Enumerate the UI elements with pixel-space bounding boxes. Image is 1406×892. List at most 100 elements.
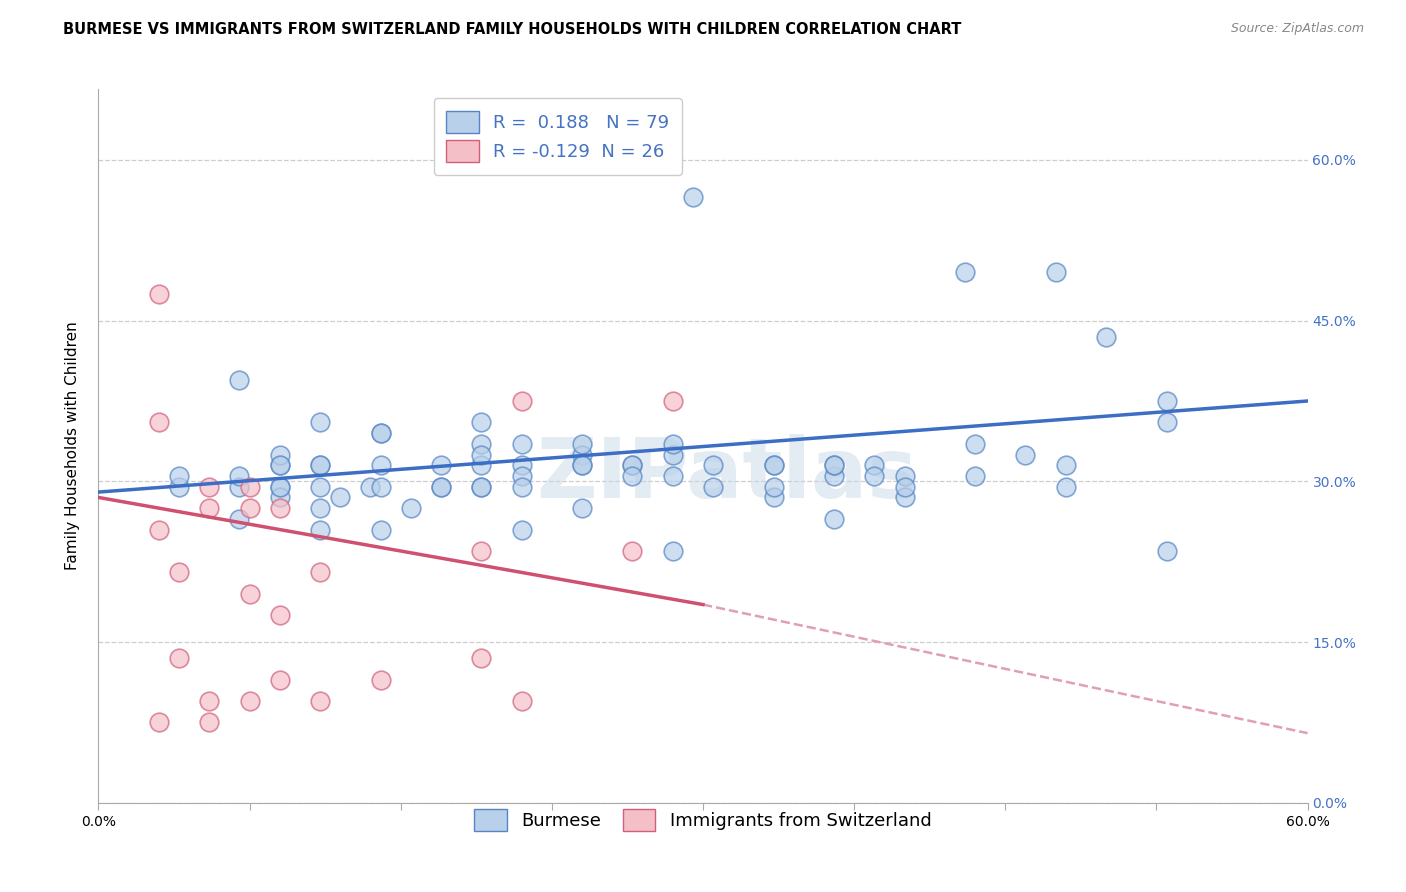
Point — [370, 458, 392, 473]
Point — [702, 480, 724, 494]
Point — [360, 480, 382, 494]
Point — [228, 512, 250, 526]
Point — [510, 394, 533, 409]
Point — [762, 491, 785, 505]
Point — [309, 458, 332, 473]
Point — [167, 566, 190, 580]
Point — [661, 437, 683, 451]
Point — [148, 286, 170, 301]
Text: ZIPatlas: ZIPatlas — [537, 434, 918, 515]
Point — [309, 523, 332, 537]
Point — [893, 469, 915, 483]
Point — [167, 651, 190, 665]
Point — [953, 265, 976, 279]
Point — [239, 480, 262, 494]
Point — [309, 458, 332, 473]
Point — [269, 448, 291, 462]
Point — [269, 608, 291, 623]
Point — [167, 469, 190, 483]
Point — [269, 673, 291, 687]
Point — [269, 480, 291, 494]
Point — [198, 694, 221, 708]
Point — [309, 501, 332, 516]
Point — [661, 394, 683, 409]
Point — [661, 544, 683, 558]
Point — [510, 480, 533, 494]
Point — [470, 544, 492, 558]
Point — [1045, 265, 1067, 279]
Point — [269, 501, 291, 516]
Point — [661, 448, 683, 462]
Point — [198, 715, 221, 730]
Point — [470, 437, 492, 451]
Point — [510, 694, 533, 708]
Point — [269, 480, 291, 494]
Point — [823, 458, 845, 473]
Point — [661, 469, 683, 483]
Point — [269, 458, 291, 473]
Point — [228, 469, 250, 483]
Point — [370, 523, 392, 537]
Point — [621, 544, 644, 558]
Point — [470, 448, 492, 462]
Point — [239, 587, 262, 601]
Point — [148, 715, 170, 730]
Point — [571, 458, 593, 473]
Point — [167, 480, 190, 494]
Point — [621, 469, 644, 483]
Point — [510, 523, 533, 537]
Point — [470, 480, 492, 494]
Point — [309, 480, 332, 494]
Point — [430, 480, 453, 494]
Point — [1156, 544, 1178, 558]
Point — [148, 523, 170, 537]
Point — [269, 458, 291, 473]
Point — [863, 469, 886, 483]
Point — [1054, 480, 1077, 494]
Legend: Burmese, Immigrants from Switzerland: Burmese, Immigrants from Switzerland — [461, 797, 945, 844]
Point — [430, 480, 453, 494]
Point — [571, 501, 593, 516]
Point — [621, 458, 644, 473]
Point — [571, 437, 593, 451]
Point — [148, 416, 170, 430]
Point — [571, 458, 593, 473]
Point — [823, 469, 845, 483]
Point — [682, 190, 704, 204]
Point — [269, 491, 291, 505]
Point — [702, 458, 724, 473]
Point — [399, 501, 422, 516]
Point — [329, 491, 352, 505]
Point — [762, 458, 785, 473]
Point — [1095, 329, 1118, 343]
Point — [370, 480, 392, 494]
Point — [470, 651, 492, 665]
Point — [1156, 394, 1178, 409]
Point — [430, 458, 453, 473]
Point — [198, 480, 221, 494]
Point — [198, 501, 221, 516]
Text: BURMESE VS IMMIGRANTS FROM SWITZERLAND FAMILY HOUSEHOLDS WITH CHILDREN CORRELATI: BURMESE VS IMMIGRANTS FROM SWITZERLAND F… — [63, 22, 962, 37]
Point — [470, 416, 492, 430]
Point — [823, 458, 845, 473]
Point — [228, 373, 250, 387]
Point — [965, 469, 987, 483]
Point — [893, 491, 915, 505]
Point — [309, 694, 332, 708]
Point — [370, 673, 392, 687]
Point — [228, 480, 250, 494]
Point — [239, 694, 262, 708]
Point — [863, 458, 886, 473]
Point — [470, 458, 492, 473]
Point — [1014, 448, 1036, 462]
Point — [370, 426, 392, 441]
Y-axis label: Family Households with Children: Family Households with Children — [65, 322, 80, 570]
Text: Source: ZipAtlas.com: Source: ZipAtlas.com — [1230, 22, 1364, 36]
Point — [239, 501, 262, 516]
Point — [965, 437, 987, 451]
Point — [309, 416, 332, 430]
Point — [571, 448, 593, 462]
Point — [893, 480, 915, 494]
Point — [762, 458, 785, 473]
Point — [621, 458, 644, 473]
